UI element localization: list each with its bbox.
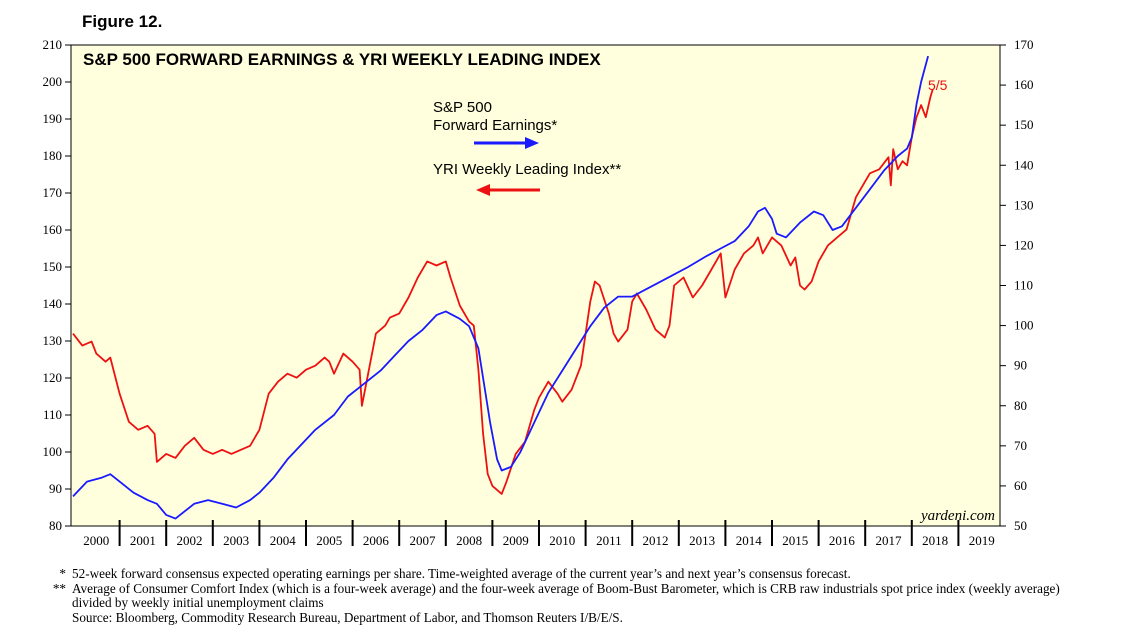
- series-layer: [72, 55, 934, 520]
- footnote-1-mark: *: [59, 566, 66, 581]
- right-axis-tick-label: 60: [1014, 478, 1027, 493]
- footnote-2-mark: **: [52, 580, 66, 596]
- left-axis-tick-label: 80: [49, 518, 62, 533]
- legend-right-arrow-icon: [474, 137, 539, 149]
- footnote-1-text: 52-week forward consensus expected opera…: [72, 566, 851, 581]
- left-axis-tick-label: 160: [43, 222, 63, 237]
- left-axis-tick-label: 140: [43, 296, 63, 311]
- legend-red-line1: YRI Weekly Leading Index**: [433, 161, 621, 178]
- x-axis-tick-label: 2015: [782, 533, 808, 548]
- right-axis-tick-label: 80: [1014, 398, 1027, 413]
- x-axis-tick-label: 2005: [316, 533, 342, 548]
- right-axis-tick-label: 50: [1014, 518, 1027, 533]
- legend-left-arrow-icon: [476, 184, 540, 196]
- left-axis-tick-label: 190: [43, 111, 63, 126]
- left-axis-tick-label: 180: [43, 148, 63, 163]
- footnote-2-text: Average of Consumer Comfort Index (which…: [72, 580, 1060, 610]
- footnotes: * 52-week forward consensus expected ope…: [40, 566, 1100, 626]
- left-axis-tick-label: 100: [43, 444, 63, 459]
- footnote-source-mark: [40, 611, 72, 626]
- watermark: yardeni.com: [919, 508, 995, 524]
- series-line-weekly-leading-index: [72, 88, 934, 495]
- x-axis-tick-label: 2001: [130, 533, 156, 548]
- figure-label: Figure 12.: [82, 12, 163, 31]
- left-axis-tick-label: 90: [49, 481, 62, 496]
- x-axis-tick-label: 2003: [223, 533, 249, 548]
- footnote-source-text: Source: Bloomberg, Commodity Research Bu…: [72, 609, 623, 625]
- x-axis-tick-label: 2013: [689, 533, 715, 548]
- footnote-1: * 52-week forward consensus expected ope…: [40, 566, 1100, 582]
- x-axis-tick-label: 2006: [363, 533, 390, 548]
- right-axis-tick-label: 140: [1014, 157, 1034, 172]
- x-axis-tick-label: 2007: [410, 533, 437, 548]
- x-axis-tick-label: 2018: [922, 533, 948, 548]
- chart-title: S&P 500 FORWARD EARNINGS & YRI WEEKLY LE…: [83, 50, 601, 69]
- x-axis-tick-label: 2000: [83, 533, 109, 548]
- axis-ticks: 8090100110120130140150160170180190200210…: [43, 37, 1034, 548]
- legend-blue-line1: S&P 500: [433, 99, 492, 116]
- right-axis-tick-label: 150: [1014, 117, 1034, 132]
- x-axis-tick-label: 2016: [829, 533, 856, 548]
- x-axis-tick-label: 2017: [876, 533, 903, 548]
- x-axis-tick-label: 2011: [596, 533, 622, 548]
- series-line-forward-earnings: [72, 55, 929, 520]
- x-axis-tick-label: 2019: [969, 533, 995, 548]
- left-axis-tick-label: 130: [43, 333, 63, 348]
- right-axis-tick-label: 160: [1014, 77, 1034, 92]
- x-axis-tick-label: 2009: [503, 533, 529, 548]
- left-axis-tick-label: 150: [43, 259, 63, 274]
- left-axis-tick-label: 200: [43, 74, 63, 89]
- legend-blue-line2: Forward Earnings*: [433, 117, 557, 134]
- left-axis-tick-label: 210: [43, 37, 63, 52]
- footnote-source: Source: Bloomberg, Commodity Research Bu…: [40, 609, 1100, 626]
- x-axis-tick-label: 2002: [177, 533, 203, 548]
- left-axis-tick-label: 170: [43, 185, 63, 200]
- x-axis-tick-label: 2004: [270, 533, 297, 548]
- right-axis-tick-label: 120: [1014, 237, 1034, 252]
- right-axis-tick-label: 170: [1014, 37, 1034, 52]
- left-axis-tick-label: 110: [43, 407, 62, 422]
- x-axis-tick-label: 2014: [736, 533, 763, 548]
- end-date-label: 5/5: [928, 77, 948, 93]
- right-axis-tick-label: 90: [1014, 358, 1027, 373]
- x-axis-tick-label: 2012: [643, 533, 669, 548]
- left-axis-tick-label: 120: [43, 370, 63, 385]
- right-axis-tick-label: 70: [1014, 438, 1027, 453]
- right-axis-tick-label: 100: [1014, 318, 1034, 333]
- x-axis-tick-label: 2010: [549, 533, 575, 548]
- right-axis-tick-label: 110: [1014, 278, 1033, 293]
- footnote-2: ** Average of Consumer Comfort Index (wh…: [40, 580, 1100, 611]
- right-axis-tick-label: 130: [1014, 197, 1034, 212]
- x-axis-tick-label: 2008: [456, 533, 482, 548]
- legend: S&P 500 Forward Earnings* YRI Weekly Lea…: [433, 99, 621, 196]
